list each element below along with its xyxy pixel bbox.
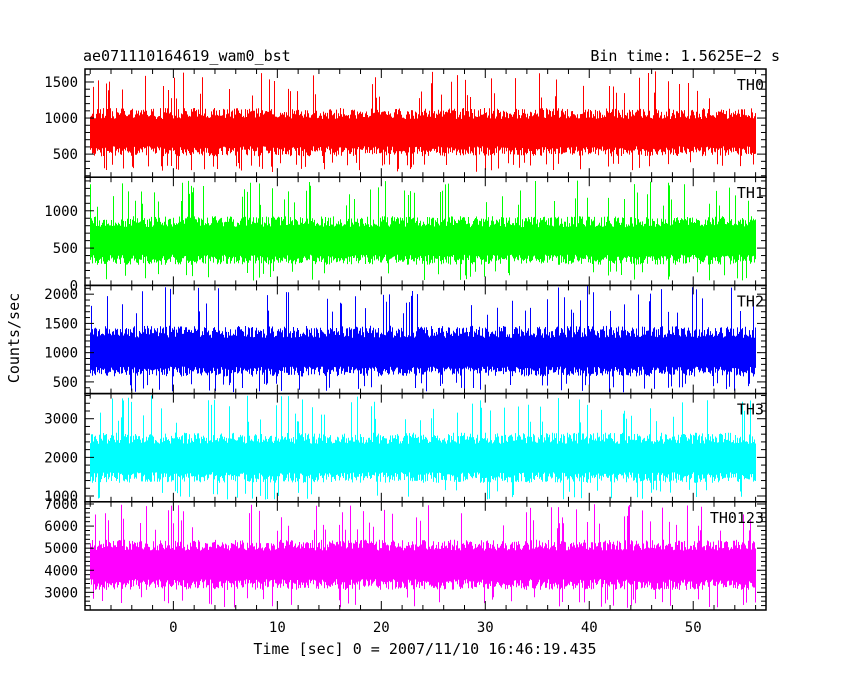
x-tick-label: 30: [477, 620, 494, 636]
panel-label-th0123: TH0123: [710, 509, 764, 527]
panel-th0: 500 1000 1500 TH0: [44, 68, 767, 178]
y-tick-label-th0: 1500: [44, 75, 78, 91]
panel-th0123: 3000 4000 5000 6000 7000 TH0123: [44, 497, 767, 611]
y-axis-label: Counts/sec: [5, 293, 23, 383]
panel-frame-th0123: [84, 501, 767, 611]
y-tick-label-th2: 1500: [44, 316, 78, 332]
y-tick-label-th0123: 3000: [44, 585, 78, 601]
y-tick-label-th2: 500: [53, 375, 78, 391]
panel-label-th2: TH2: [737, 292, 764, 310]
panel-label-th0: TH0: [737, 76, 764, 94]
y-tick-label-th0: 500: [53, 147, 78, 163]
y-tick-label-th0123: 5000: [44, 541, 78, 557]
y-tick-label-th2: 1000: [44, 346, 78, 362]
panel-label-th3: TH3: [737, 401, 764, 419]
y-tick-label-th0123: 4000: [44, 563, 78, 579]
y-tick-label-th1: 0: [70, 278, 78, 294]
y-tick-label-th3: 2000: [44, 450, 78, 466]
series-line-th0123: [90, 504, 756, 608]
x-tick-label: 10: [269, 620, 286, 636]
y-tick-label-th1: 1000: [44, 204, 78, 220]
bin-time-label: Bin time: 1.5625E−2 s: [590, 47, 780, 65]
chart-title: ae071110164619_wam0_bst: [83, 47, 291, 65]
y-tick-label-th1: 500: [53, 241, 78, 257]
y-tick-label-th3: 3000: [44, 412, 78, 428]
series-line-th0: [90, 71, 756, 172]
x-tick-label: 40: [581, 620, 598, 636]
series-line-th1: [90, 180, 756, 281]
y-tick-label-th3: 1000: [44, 489, 78, 505]
y-tick-label-th0: 1000: [44, 111, 78, 127]
series-line-th3: [90, 395, 756, 500]
panel-th1: 0 500 1000 TH1: [44, 176, 767, 294]
x-axis-label: Time [sec] 0 = 2007/11/10 16:46:19.435: [253, 640, 596, 658]
panel-th2: 500 1000 1500 2000 TH2: [44, 284, 767, 395]
panel-th3: 1000 2000 3000 TH3: [44, 392, 767, 505]
panel-label-th1: TH1: [737, 184, 764, 202]
x-tick-label: 50: [685, 620, 702, 636]
series-line-th2: [90, 285, 756, 393]
y-tick-label-th0123: 6000: [44, 519, 78, 535]
x-tick-label: 20: [373, 620, 390, 636]
y-tick-label-th0123: 7000: [44, 497, 78, 513]
x-tick-label: 0: [169, 620, 177, 636]
y-tick-label-th2: 2000: [44, 287, 78, 303]
